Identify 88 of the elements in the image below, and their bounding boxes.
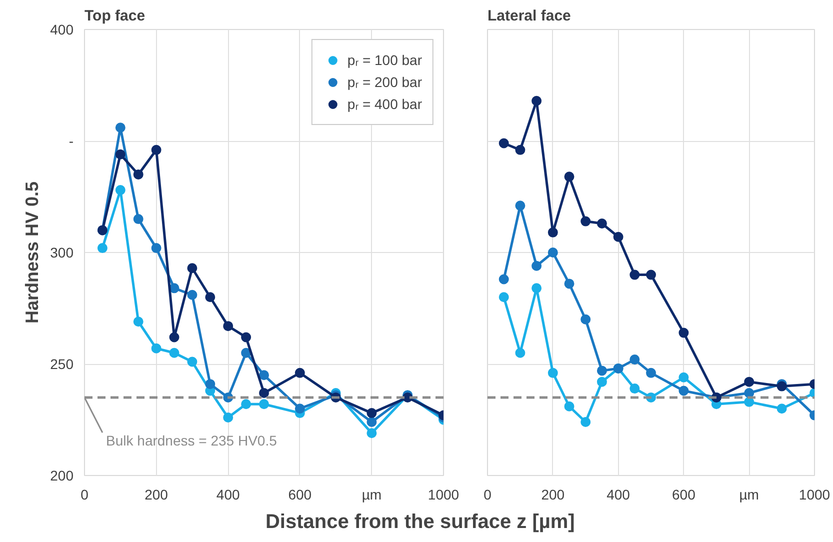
point <box>115 149 126 160</box>
ref-line-label: Bulk hardness = 235 HV0.5 <box>106 432 278 448</box>
x-tick-label: 0 <box>80 486 89 502</box>
point <box>613 232 624 242</box>
point <box>646 270 656 280</box>
point <box>133 214 144 224</box>
point <box>532 96 542 106</box>
point <box>515 144 526 155</box>
point <box>133 169 144 180</box>
x-axis-title: Distance from the surface z [µm] <box>265 511 575 534</box>
point <box>294 404 305 414</box>
point <box>169 332 180 342</box>
x-tick-label: 600 <box>672 486 696 502</box>
point <box>259 388 269 398</box>
point <box>515 348 526 358</box>
point <box>223 412 234 423</box>
point <box>630 384 640 394</box>
x-tick-label: 1000 <box>798 486 830 502</box>
point <box>115 122 126 133</box>
x-tick-label: 200 <box>144 486 168 502</box>
point <box>580 416 591 427</box>
point <box>548 368 558 378</box>
point <box>744 396 754 407</box>
y-tick-label: 400 <box>50 22 74 38</box>
point <box>366 428 377 438</box>
point <box>776 404 787 414</box>
point <box>532 260 542 271</box>
point <box>151 243 162 254</box>
point <box>498 274 509 284</box>
point <box>97 243 108 254</box>
point <box>596 376 607 387</box>
point <box>366 416 377 427</box>
y-tick-label: 200 <box>50 468 74 484</box>
point <box>133 316 144 327</box>
point <box>205 292 216 302</box>
point <box>678 372 689 382</box>
point <box>548 227 558 238</box>
x-tick-label: 600 <box>288 486 312 502</box>
point <box>187 263 198 274</box>
x-tick-label: µm <box>739 486 759 502</box>
point <box>115 185 126 196</box>
legend-label: pᵣ = 100 bar <box>347 52 422 68</box>
point <box>223 321 234 332</box>
point <box>744 376 754 387</box>
point <box>151 144 162 155</box>
point <box>241 348 252 358</box>
point <box>259 370 269 380</box>
x-tick-label: 0 <box>484 486 492 502</box>
point <box>169 348 180 358</box>
point <box>498 292 509 302</box>
chart-title: Top face <box>84 8 146 24</box>
y-tick-label: 300 <box>50 244 74 260</box>
x-tick-label: 400 <box>606 486 630 502</box>
y-tick-label: - <box>68 133 74 149</box>
point <box>564 172 574 182</box>
point <box>515 200 526 211</box>
point <box>241 399 252 410</box>
point <box>205 379 216 390</box>
legend-label: pᵣ = 200 bar <box>347 74 422 90</box>
point <box>151 343 162 354</box>
chart-title: Lateral face <box>488 8 571 24</box>
x-tick-label: µm <box>362 486 382 502</box>
point <box>646 368 656 378</box>
y-tick-label: 250 <box>50 356 74 372</box>
point <box>187 356 198 367</box>
y-axis-title: Hardness HV 0.5 <box>22 181 42 324</box>
x-tick-label: 400 <box>216 486 240 502</box>
point <box>241 332 252 342</box>
legend-label: pᵣ = 400 bar <box>347 96 422 112</box>
point <box>678 328 689 338</box>
point <box>596 218 607 228</box>
point <box>678 386 689 396</box>
point <box>187 290 198 300</box>
point <box>564 278 574 289</box>
point <box>564 401 574 412</box>
x-tick-label: 1000 <box>428 486 460 502</box>
point <box>580 216 591 226</box>
point <box>548 248 558 258</box>
x-tick-label: 200 <box>541 486 565 502</box>
point <box>498 138 509 148</box>
point <box>630 354 640 365</box>
point <box>294 368 305 378</box>
point <box>366 408 377 418</box>
point <box>259 399 269 410</box>
point <box>532 283 542 294</box>
point <box>580 314 591 324</box>
point <box>630 270 640 280</box>
point <box>596 366 607 376</box>
